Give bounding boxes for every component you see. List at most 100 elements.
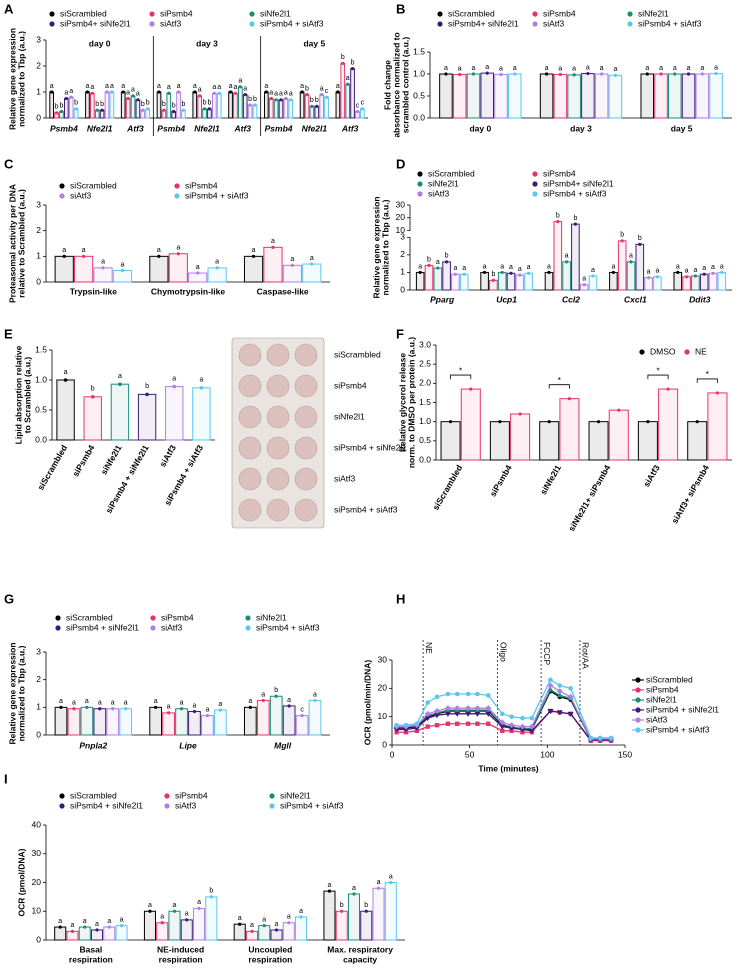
point [556,710,563,716]
x-tick-label: Uncoupled [248,944,292,954]
bar [54,255,74,283]
mean-dot [596,420,601,424]
bar [228,91,233,119]
significance-letter: a [64,369,68,376]
bar [112,269,133,283]
mean-dot [124,707,128,711]
point [588,735,594,741]
significance-letter: a [120,261,124,268]
significance-letter: a [462,265,466,272]
bar [588,275,598,291]
significance-letter: b [55,104,59,111]
bar [233,92,238,119]
y-axis-label: OCR (pmol/DNA) [16,848,26,916]
mean-dot [148,909,152,913]
bar [282,705,296,736]
mean-dot [558,72,562,77]
bar [668,73,682,119]
legend-marker [149,11,155,17]
mean-dot [676,270,680,275]
legend-marker [59,193,65,199]
significance-letter: a [720,263,724,270]
significance-letter: a [659,65,663,72]
mean-dot [313,698,317,703]
legend-marker [249,21,255,27]
legend-label: siNfe2l1 [646,694,677,704]
mean-dot [711,271,715,275]
legend-label: siPsmb4 + siAtf3 [256,622,320,632]
significance-letter: a [284,89,288,96]
significance-letter: b [315,97,319,104]
significance-label: * [656,365,660,375]
bar [567,74,581,119]
significance-letter: a [547,263,551,270]
mean-dot [453,272,458,276]
mean-dot [197,906,201,910]
bar [658,388,679,461]
significance-letter: a [711,264,715,271]
legend-marker [437,21,443,27]
significance-letter: b [310,97,314,104]
y-tick-label: 2 [36,60,41,70]
legend-marker [627,21,633,27]
x-tick-label: Trypsin-like [70,286,118,296]
significance-letter: a [172,375,176,382]
bar [699,273,709,291]
mean-dot [287,704,291,708]
mean-dot [714,71,718,76]
x-tick-label: Chymotrypsin-like [151,286,225,296]
mean-dot [154,705,158,709]
x-tick-label: siAtf3 [641,463,662,489]
mean-dot [547,420,551,424]
bar [588,421,609,461]
injection-label: Rot/AA [581,642,591,669]
mean-dot [274,928,279,932]
mean-dot [340,909,344,913]
y-axis-label: normalized to Tbp (a.u.) [16,31,26,127]
y-tick-label: 20 [32,877,42,887]
bar [205,896,218,941]
plate-label: siPsmb4 + siNfe2l1 [334,442,407,452]
mean-dot [720,270,724,275]
significance-letter: a [313,691,317,698]
significance-letter: a [83,918,87,925]
x-tick-label: Atf3 [341,123,359,133]
x-tick-label: Nfe2l1 [302,123,328,133]
y-axis-label: Proteasomal activity per DNA [7,184,17,303]
mean-dot [638,242,642,246]
mean-dot [212,91,216,95]
mean-dot [274,98,278,102]
point [486,721,491,726]
significance-letter: b [491,271,495,278]
point [529,715,535,721]
x-tick-label: day 3 [570,123,592,133]
significance-letter: a [613,66,617,73]
bar [372,887,385,941]
y-tick-label: 3.0 [419,339,431,349]
legend-marker [417,181,423,187]
bar [242,94,248,119]
bar [439,73,453,119]
bar [350,68,355,119]
mean-dot [100,108,104,112]
x-tick-label: Mgll [274,740,292,750]
mean-dot [436,266,440,270]
significance-letter: a [377,879,381,886]
legend-label: siScrambled [60,8,107,18]
bar [119,708,133,736]
x-tick-label: NE-induced [157,944,204,954]
significance-letter: b [162,101,166,108]
mean-dot [499,72,503,77]
mean-dot [684,275,689,279]
mean-dot [355,109,360,114]
y-tick-label: 0.0 [413,112,425,122]
bar [143,910,156,941]
significance-letter: b [146,100,150,107]
point [508,722,515,729]
legend-label: siAtf3 [175,800,197,810]
y-tick-label: 3 [400,232,405,242]
significance-letter: b [573,215,577,222]
significance-bracket [450,374,472,380]
mean-dot [389,880,393,885]
plate-label: siPsmb4 + siAtf3 [334,504,398,514]
